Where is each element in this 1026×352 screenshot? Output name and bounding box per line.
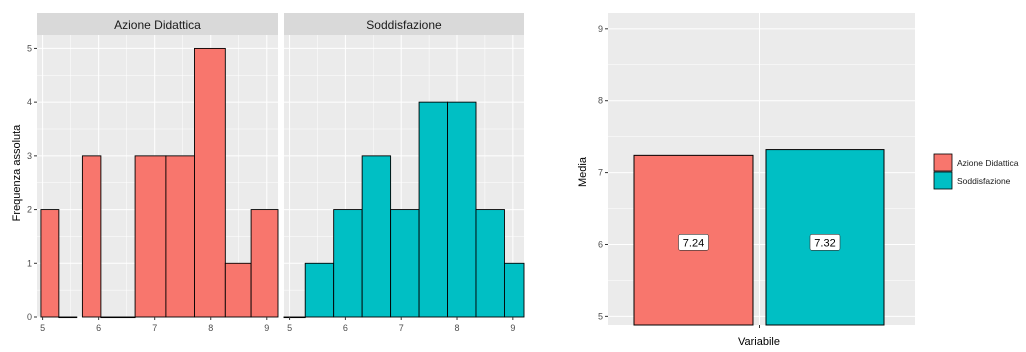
y-axis-ticks: 0 1 2 3 4 5	[27, 43, 37, 322]
x-tick-label: 6	[96, 323, 101, 333]
x-tick-label: 8	[455, 323, 460, 333]
histogram-chart: Frequenza assoluta Azione Didattica 5 6 7 8…	[11, 13, 525, 333]
x-tick-label: 7	[399, 323, 404, 333]
x-tick-label: 9	[264, 323, 269, 333]
histogram-bar	[361, 155, 392, 318]
histogram-bars	[40, 47, 279, 319]
histogram-bar	[504, 262, 525, 318]
legend-key-soddisfazione	[933, 171, 953, 190]
x-tick-label: 5	[40, 323, 45, 333]
y-tick-label: 5	[598, 311, 603, 321]
facet-panel-azione-didattica: Azione Didattica 5 6 7 8 9	[37, 13, 279, 333]
x-axis-ticks: 5 6 7 8 9	[287, 317, 515, 333]
data-label-box	[678, 234, 709, 251]
x-axis-ticks: 5 6 7 8 9	[40, 317, 269, 333]
y-tick-label: 0	[27, 312, 32, 322]
y-tick-label: 2	[27, 205, 32, 215]
facet-strip	[284, 13, 524, 35]
histogram-bar	[447, 101, 477, 318]
histogram-bar	[165, 155, 195, 318]
legend-label: Soddisfazione	[957, 176, 1011, 186]
data-label: 7.24	[683, 237, 704, 249]
y-tick-label: 4	[27, 97, 32, 107]
x-tick-label: 9	[510, 323, 515, 333]
histogram-bar	[81, 155, 102, 318]
x-tick-label: 8	[208, 323, 213, 333]
x-tick-label: 5	[287, 323, 292, 333]
y-tick-label: 6	[598, 239, 603, 249]
facet-title: Soddisfazione	[366, 18, 442, 32]
histogram-bar	[333, 209, 363, 318]
histogram-bar	[250, 209, 279, 318]
histogram-bar	[390, 209, 420, 318]
mean-bars: 7.24 7.32	[633, 149, 885, 326]
y-axis-label: Frequenza assoluta	[11, 124, 23, 221]
facet-panel-soddisfazione: Soddisfazione 5 6 7 8 9	[283, 13, 525, 333]
y-tick-label: 9	[598, 24, 603, 34]
y-tick-label: 5	[27, 43, 32, 53]
histogram-bar	[224, 262, 252, 318]
histogram-bar	[283, 316, 306, 319]
histogram-bar	[58, 316, 78, 319]
data-label: 7.32	[814, 237, 835, 249]
y-tick-label: 8	[598, 96, 603, 106]
histogram-bar	[304, 262, 335, 318]
x-tick-label: 7	[152, 323, 157, 333]
y-axis-label: Media	[577, 156, 589, 187]
histogram-bar	[100, 316, 136, 319]
histogram-bars	[283, 101, 525, 319]
facet-strip	[37, 13, 278, 35]
mean-bar-chart: 7.24 7.32 5 6 7 8 9 Media Variabile Azione Di…	[577, 13, 1019, 348]
legend-label: Azione Didattica	[957, 158, 1019, 168]
histogram-bar	[40, 209, 60, 318]
x-axis-label: Variabile	[738, 336, 780, 348]
y-tick-label: 1	[27, 258, 32, 268]
histogram-bar	[418, 101, 448, 318]
histogram-bar	[475, 209, 505, 318]
histogram-bar	[194, 47, 226, 318]
y-tick-label: 7	[598, 168, 603, 178]
histogram-bar	[134, 155, 167, 318]
y-tick-label: 3	[27, 151, 32, 161]
y-axis-ticks: 5 6 7 8 9	[598, 24, 608, 321]
facet-title: Azione Didattica	[114, 18, 201, 32]
data-label-box	[809, 234, 841, 251]
x-tick-label: 6	[343, 323, 348, 333]
legend-key-azione-didattica	[933, 153, 953, 172]
legend: Azione Didattica Soddisfazione	[933, 153, 1019, 190]
